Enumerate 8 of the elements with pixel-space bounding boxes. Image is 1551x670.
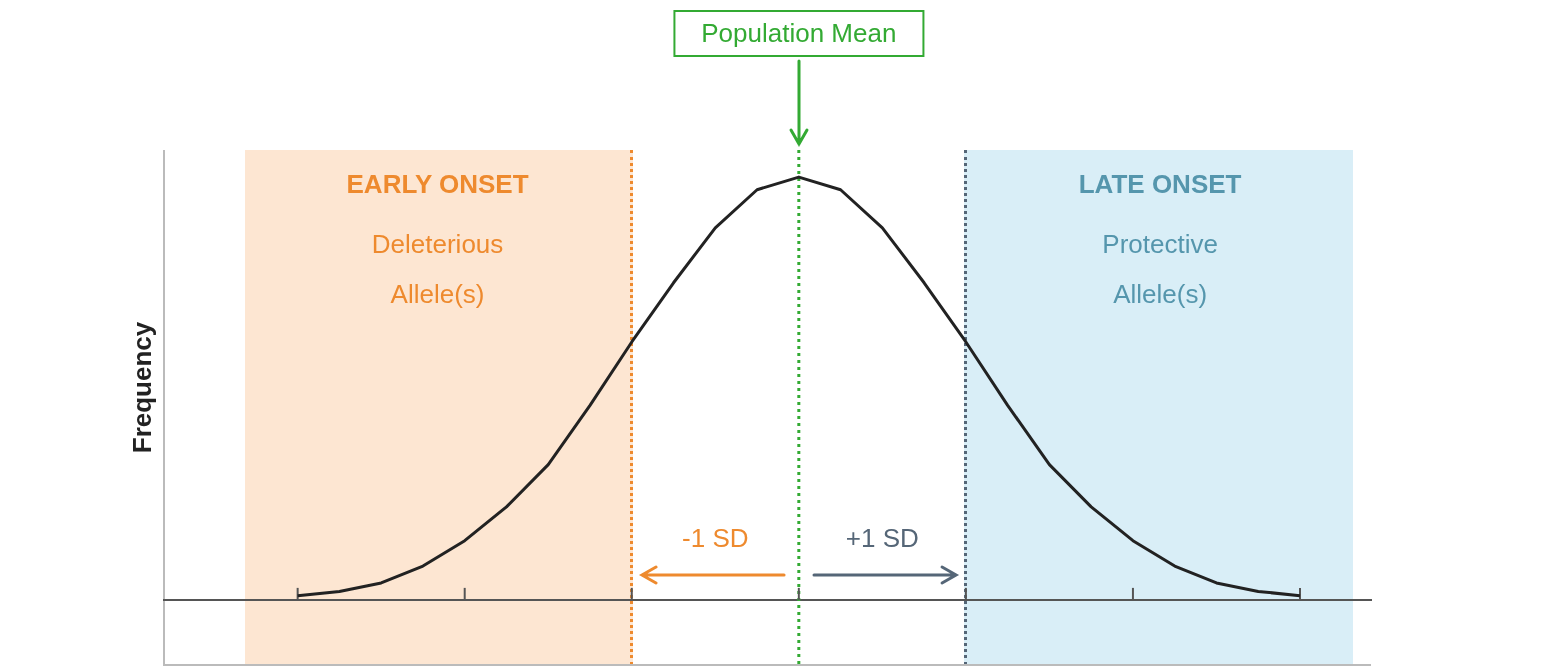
y-axis-title: Frequency xyxy=(127,321,158,454)
annotation: Protective Allele(s) xyxy=(1102,229,1218,310)
annotation: -1 SD xyxy=(682,523,749,554)
annotation: Deleterious Allele(s) xyxy=(371,229,504,310)
annotation: LATE ONSET xyxy=(1078,169,1242,200)
annotation: +1 SD xyxy=(845,523,919,554)
annotation: EARLY ONSET xyxy=(346,169,529,200)
text: Population Mean xyxy=(701,18,897,48)
